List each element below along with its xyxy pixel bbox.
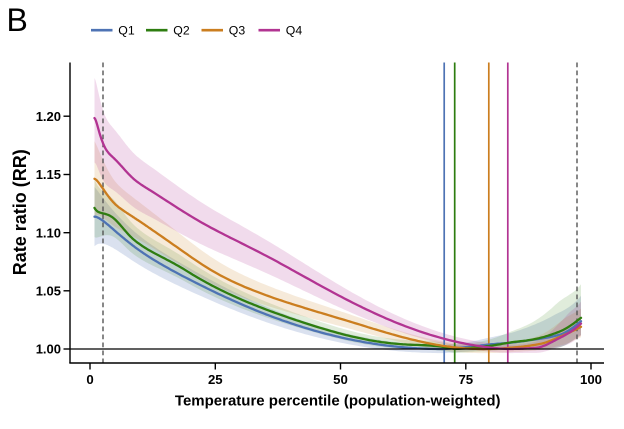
svg-text:1.20: 1.20 [36, 109, 61, 124]
svg-text:Q4: Q4 [286, 24, 303, 38]
svg-text:100: 100 [580, 372, 602, 387]
svg-text:Q3: Q3 [229, 24, 246, 38]
svg-text:25: 25 [208, 372, 223, 387]
svg-text:Q1: Q1 [118, 24, 135, 38]
svg-text:0: 0 [86, 372, 93, 387]
svg-text:Rate ratio (RR): Rate ratio (RR) [10, 149, 30, 275]
svg-text:1.15: 1.15 [36, 167, 61, 182]
svg-text:50: 50 [333, 372, 348, 387]
svg-text:Q2: Q2 [173, 24, 190, 38]
svg-text:1.00: 1.00 [36, 342, 61, 357]
svg-text:1.05: 1.05 [36, 284, 61, 299]
svg-text:1.10: 1.10 [36, 225, 61, 240]
svg-text:Temperature percentile (popula: Temperature percentile (population-weigh… [175, 393, 501, 410]
svg-text:75: 75 [458, 372, 473, 387]
svg-text:B: B [7, 2, 28, 38]
